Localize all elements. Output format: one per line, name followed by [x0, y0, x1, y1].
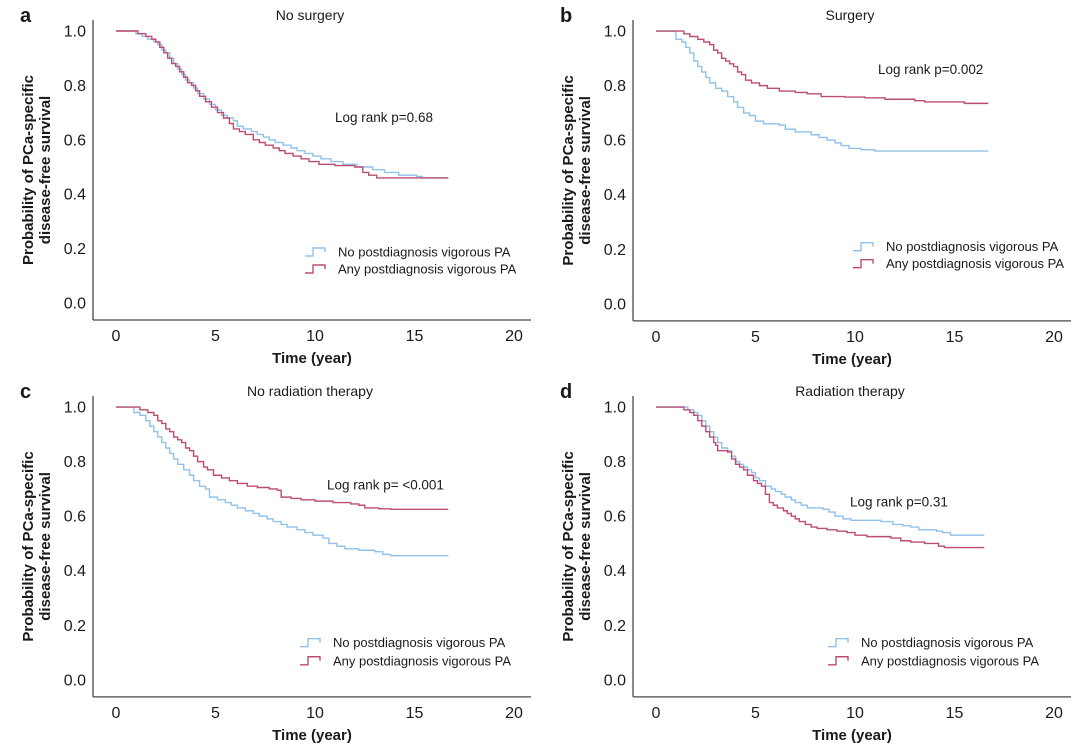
y-tick-label: 1.0	[64, 24, 86, 41]
y-tick-label: 0.0	[64, 671, 86, 689]
legend-marker-any-pa	[305, 264, 326, 274]
x-tick-label: 5	[211, 328, 220, 345]
legend-marker-no-pa	[828, 637, 849, 648]
x-tick-label: 0	[652, 704, 661, 722]
y-tick-label: 0.4	[64, 562, 86, 580]
x-tick-label: 10	[846, 328, 864, 346]
panel-title: Surgery	[826, 7, 875, 23]
panel-a-no-surgery: 0.0 0.2 0.4 0.6 0.8 1.0 0 5 10 15 20 a No surgery Tim…	[20, 5, 531, 367]
legend-label-any-pa: Any postdiagnosis vigorous PA	[333, 653, 511, 668]
panel-title: No radiation therapy	[247, 383, 373, 399]
survival-curve-no-pa	[116, 30, 449, 179]
x-tick-label: 20	[1045, 328, 1063, 346]
y-tick-label: 0.2	[604, 241, 626, 259]
x-axis-label: Time (year)	[272, 350, 352, 367]
survival-curve-any-pa	[116, 406, 449, 511]
y-tick-label: 0.8	[604, 77, 626, 95]
y-tick-label: 0.6	[64, 508, 86, 526]
y-axis-label-line1: Probability of PCa-specific	[560, 451, 577, 641]
x-tick-label: 5	[751, 328, 760, 346]
y-tick-label: 0.0	[604, 295, 626, 313]
x-axis-label: Time (year)	[812, 727, 892, 744]
panel-c-no-radiation-therapy: 0.0 0.2 0.4 0.6 0.8 1.0 0 5 10 15 20 c No radiation …	[20, 381, 531, 744]
survival-curve-no-pa	[656, 406, 985, 536]
logrank-annotation: Log rank p=0.31	[850, 494, 948, 509]
legend-marker-any-pa	[853, 258, 874, 269]
y-axis-label-line2: disease-free survival	[37, 472, 54, 621]
x-tick-label: 15	[406, 704, 424, 722]
y-tick-label: 0.8	[64, 78, 86, 95]
panel-b-surgery: 0.0 0.2 0.4 0.6 0.8 1.0 0 5 10 15 20 b Surgery Time (…	[560, 5, 1071, 368]
x-tick-label: 0	[652, 328, 661, 346]
x-tick-label: 5	[211, 704, 220, 722]
y-tick-label: 0.2	[64, 241, 86, 258]
y-axis-label-line2: disease-free survival	[37, 96, 54, 244]
y-tick-label: 0.2	[64, 617, 86, 635]
legend-marker-no-pa	[300, 637, 321, 648]
legend-marker-any-pa	[300, 656, 321, 666]
legend-label-any-pa: Any postdiagnosis vigorous PA	[338, 262, 517, 277]
y-axis-label-line2: disease-free survival	[577, 96, 594, 245]
y-axis-label-line2: disease-free survival	[577, 472, 594, 621]
legend-marker-no-pa	[305, 247, 326, 257]
legend-marker-any-pa	[828, 656, 849, 666]
y-tick-label: 1.0	[64, 399, 86, 417]
x-tick-label: 15	[946, 328, 964, 346]
panel-label: a	[20, 5, 32, 27]
y-tick-label: 1.0	[604, 23, 626, 41]
panel-d-radiation-therapy: 0.0 0.2 0.4 0.6 0.8 1.0 0 5 10 15 20 d Radiation the…	[560, 381, 1071, 744]
legend-label-no-pa: No postdiagnosis vigorous PA	[886, 239, 1059, 254]
y-tick-label: 0.4	[604, 562, 626, 580]
x-tick-label: 20	[505, 328, 523, 345]
x-tick-label: 10	[846, 704, 864, 722]
y-tick-label: 0.8	[604, 453, 626, 471]
survival-curve-any-pa	[656, 406, 985, 549]
panel-title: Radiation therapy	[795, 383, 905, 399]
survival-curve-any-pa	[656, 30, 989, 105]
legend-marker-no-pa	[853, 241, 874, 252]
y-axis-label-line1: Probability of PCa-specific	[20, 75, 37, 265]
survival-curve-no-pa	[116, 406, 449, 557]
y-tick-label: 0.6	[604, 132, 626, 150]
y-axis-label-line1: Probability of PCa-specific	[20, 451, 37, 641]
x-axis-label: Time (year)	[812, 351, 892, 368]
x-tick-label: 10	[306, 328, 324, 345]
x-tick-label: 10	[306, 704, 324, 722]
panel-title: No surgery	[276, 7, 344, 23]
panel-label: c	[20, 381, 31, 403]
y-axis-label-line1: Probability of PCa-specific	[560, 75, 577, 265]
y-tick-label: 0.0	[604, 671, 626, 689]
panel-label: d	[560, 381, 572, 403]
y-tick-label: 0.4	[64, 187, 86, 204]
x-axis-label: Time (year)	[272, 727, 352, 744]
x-tick-label: 5	[751, 704, 760, 722]
x-tick-label: 15	[946, 704, 964, 722]
logrank-annotation: Log rank p=0.68	[335, 110, 433, 125]
panel-label: b	[560, 5, 572, 27]
x-tick-label: 0	[112, 704, 121, 722]
x-tick-label: 15	[406, 328, 424, 345]
y-tick-label: 0.6	[604, 508, 626, 526]
y-tick-label: 0.0	[64, 296, 86, 313]
survival-curve-any-pa	[116, 30, 449, 179]
survival-curve-no-pa	[656, 30, 989, 152]
legend-label-no-pa: No postdiagnosis vigorous PA	[338, 245, 511, 260]
x-tick-label: 20	[505, 704, 523, 722]
y-tick-label: 1.0	[604, 399, 626, 417]
y-tick-label: 0.2	[604, 617, 626, 635]
x-tick-label: 20	[1045, 704, 1063, 722]
x-tick-label: 0	[112, 328, 121, 345]
y-tick-label: 0.4	[604, 186, 626, 204]
legend-label-no-pa: No postdiagnosis vigorous PA	[861, 635, 1034, 650]
logrank-annotation: Log rank p= <0.001	[327, 477, 444, 492]
legend-label-any-pa: Any postdiagnosis vigorous PA	[861, 653, 1039, 668]
y-tick-label: 0.6	[64, 132, 86, 149]
y-tick-label: 0.8	[64, 453, 86, 471]
logrank-annotation: Log rank p=0.002	[878, 62, 983, 77]
legend-label-no-pa: No postdiagnosis vigorous PA	[333, 635, 506, 650]
legend-label-any-pa: Any postdiagnosis vigorous PA	[886, 256, 1064, 271]
